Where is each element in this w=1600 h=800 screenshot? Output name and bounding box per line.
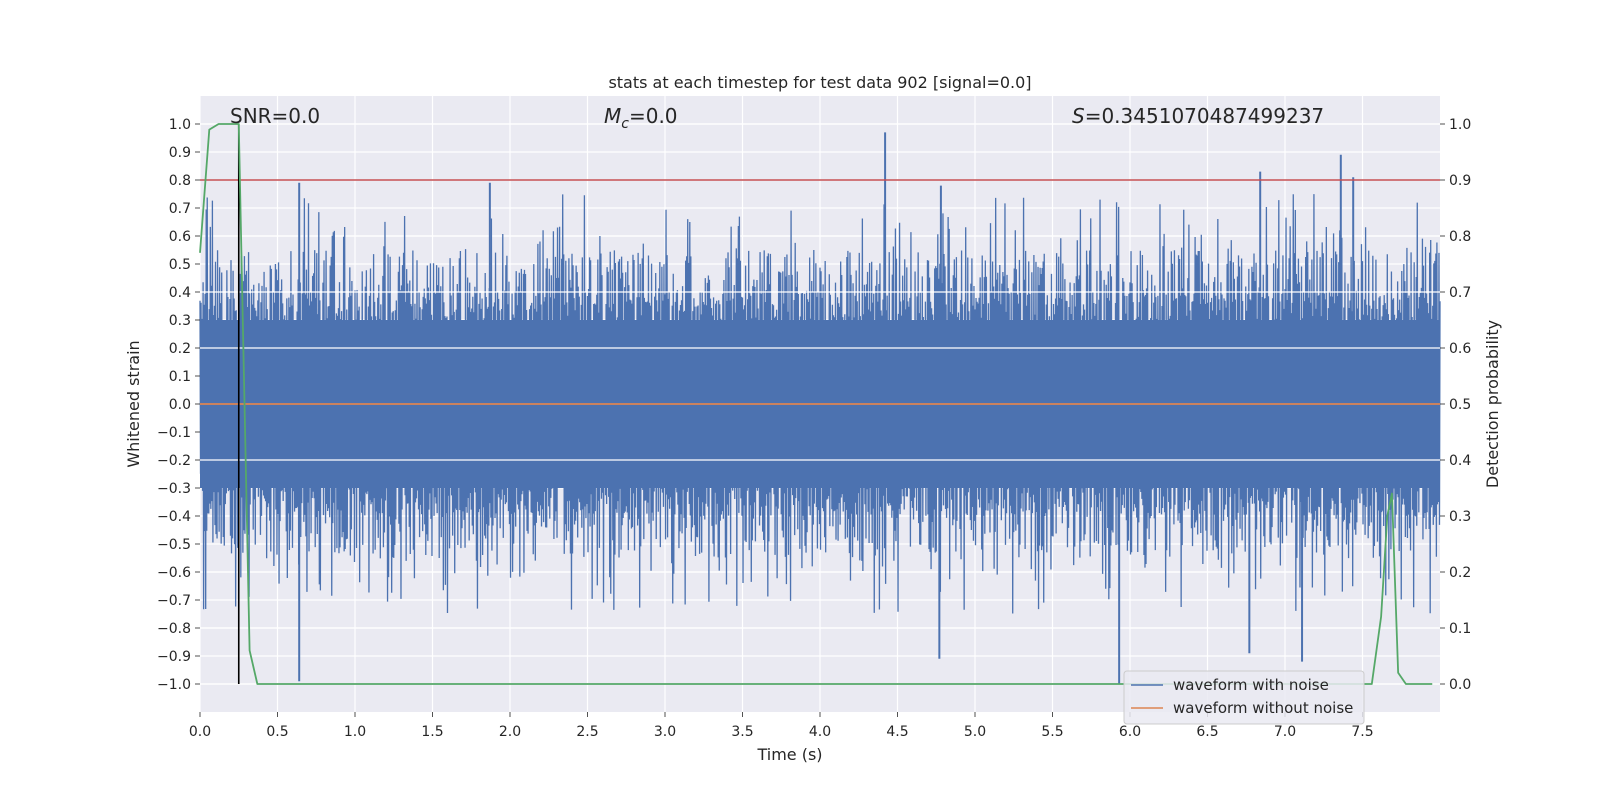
y2-axis-label: Detection probability <box>1483 320 1502 488</box>
axes: 0.0 0.5 1.0 1.5 2.0 2.5 3.0 3.5 4.0 4.5 5.0 5.5 6.0 6… <box>157 117 1471 740</box>
y-tick-label: −0.8 <box>157 621 191 637</box>
y-tick-label: 0.6 <box>169 229 191 245</box>
chirp-mass-value: =0.0 <box>629 104 678 128</box>
y-tick-label: 0.2 <box>169 341 191 357</box>
y-tick-label: 0.9 <box>169 145 191 161</box>
y-tick-label: 0.5 <box>169 257 191 273</box>
score-value: =0.3451070487499237 <box>1085 104 1324 128</box>
y-tick-label: −0.6 <box>157 565 191 581</box>
x-tick-label: 4.5 <box>886 724 908 740</box>
y-tick-label: −0.7 <box>157 593 191 609</box>
y2-tick-label: 0.6 <box>1449 341 1471 357</box>
y2-tick-label: 0.9 <box>1449 173 1471 189</box>
x-tick-label: 3.0 <box>654 724 676 740</box>
chirp-mass-annotation: Mc=0.0 <box>604 104 678 132</box>
y-tick-label: 0.8 <box>169 173 191 189</box>
y2-tick-label: 0.0 <box>1449 677 1471 693</box>
y-tick-label: 0.4 <box>169 285 191 301</box>
score-annotation: S=0.3451070487499237 <box>1072 104 1324 128</box>
x-tick-label: 4.0 <box>809 724 831 740</box>
y-tick-label: −0.1 <box>157 425 191 441</box>
x-tick-label: 7.5 <box>1351 724 1373 740</box>
y-axis-label: Whitened strain <box>124 340 143 467</box>
noise-waveform-line <box>199 194 1441 614</box>
y2-tick-label: 0.1 <box>1449 621 1471 637</box>
legend-label-noise: waveform with noise <box>1173 676 1329 694</box>
x-tick-label: 7.0 <box>1274 724 1296 740</box>
y-tick-label: 0.0 <box>169 397 191 413</box>
overlay-lines <box>199 123 1440 685</box>
y2-tick-label: 0.5 <box>1449 397 1471 413</box>
y-tick-label: 1.0 <box>169 117 191 133</box>
y-tick-label: 0.1 <box>169 369 191 385</box>
x-tick-label: 5.0 <box>964 724 986 740</box>
y2-tick-label: 0.2 <box>1449 565 1471 581</box>
x-tick-label: 2.0 <box>499 724 521 740</box>
score-symbol: S <box>1072 104 1085 128</box>
snr-annotation: SNR=0.0 <box>230 104 320 128</box>
x-tick-label: 3.5 <box>731 724 753 740</box>
y2-tick-label: 0.3 <box>1449 509 1471 525</box>
chart-title: stats at each timestep for test data 902… <box>608 73 1031 92</box>
x-tick-label: 5.5 <box>1041 724 1063 740</box>
y-tick-label: −0.5 <box>157 537 191 553</box>
x-tick-label: 0.0 <box>189 724 211 740</box>
legend-box <box>1123 670 1365 725</box>
y2-tick-label: 0.7 <box>1449 285 1471 301</box>
y-tick-label: −1.0 <box>157 677 191 693</box>
legend-label-clean: waveform without noise <box>1173 699 1353 717</box>
x-tick-label: 2.5 <box>576 724 598 740</box>
x-tick-label: 6.0 <box>1119 724 1141 740</box>
y2-tick-label: 0.4 <box>1449 453 1471 469</box>
legend: waveform with noise waveform without noi… <box>1123 670 1365 725</box>
y-tick-label: −0.9 <box>157 649 191 665</box>
chirp-mass-symbol: M <box>604 104 621 128</box>
y-tick-label: −0.2 <box>157 453 191 469</box>
y2-tick-label: 0.8 <box>1449 229 1471 245</box>
x-axis-label: Time (s) <box>756 745 822 764</box>
y-tick-label: −0.3 <box>157 481 191 497</box>
chirp-mass-subscript: c <box>621 116 629 132</box>
y-tick-label: 0.3 <box>169 313 191 329</box>
x-tick-label: 1.0 <box>344 724 366 740</box>
y-tick-label: −0.4 <box>157 509 191 525</box>
x-tick-label: 0.5 <box>266 724 288 740</box>
x-tick-label: 6.5 <box>1196 724 1218 740</box>
y2-tick-label: 1.0 <box>1449 117 1471 133</box>
x-tick-label: 1.5 <box>421 724 443 740</box>
y-tick-label: 0.7 <box>169 201 191 217</box>
detection-probability-line <box>199 123 1433 685</box>
